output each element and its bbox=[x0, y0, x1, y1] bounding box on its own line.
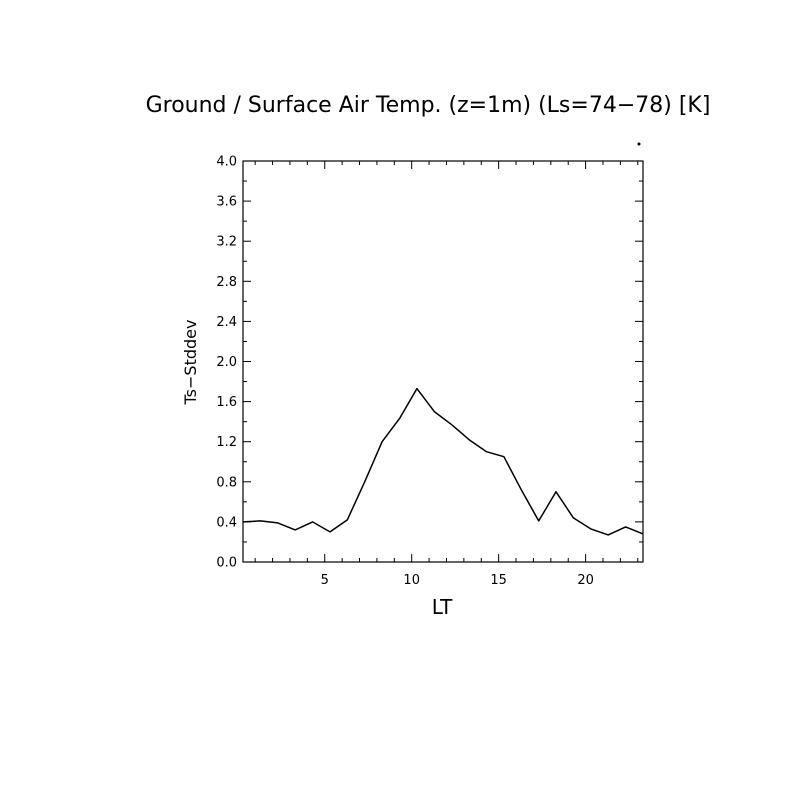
y-tick-label: 3.6 bbox=[216, 195, 237, 210]
x-axis: 5 10 15 20 bbox=[254, 161, 639, 588]
plot-frame bbox=[242, 160, 644, 563]
y-tick-label: 1.6 bbox=[216, 395, 237, 410]
chart-title: Ground / Surface Air Temp. (z=1m) (Ls=74… bbox=[146, 93, 711, 118]
y-tick-label: 0.8 bbox=[216, 475, 237, 490]
y-tick-label: 2.4 bbox=[216, 315, 237, 330]
x-tick-label: 15 bbox=[490, 573, 507, 588]
y-tick-label: 0.0 bbox=[216, 556, 237, 571]
series-line bbox=[242, 387, 644, 536]
x-tick-label: 20 bbox=[577, 573, 594, 588]
y-axis-title: Ts−Stddev bbox=[181, 320, 200, 406]
y-tick-label: 1.2 bbox=[216, 435, 237, 450]
marker-dot bbox=[637, 142, 641, 146]
y-axis: 0.0 0.4 0.8 1.2 1.6 2.0 2.4 2.8 3.2 3.6 4.0 bbox=[216, 155, 643, 571]
x-tick-label: 10 bbox=[403, 573, 420, 588]
y-tick-label: 0.4 bbox=[216, 515, 237, 530]
series-layer bbox=[242, 387, 644, 536]
y-tick-label: 2.8 bbox=[216, 275, 237, 290]
x-axis-title: LT bbox=[432, 595, 453, 619]
y-tick-label: 3.2 bbox=[216, 235, 237, 250]
y-tick-label: 4.0 bbox=[216, 155, 237, 170]
y-tick-label: 2.0 bbox=[216, 355, 237, 370]
x-tick-label: 5 bbox=[321, 573, 329, 588]
